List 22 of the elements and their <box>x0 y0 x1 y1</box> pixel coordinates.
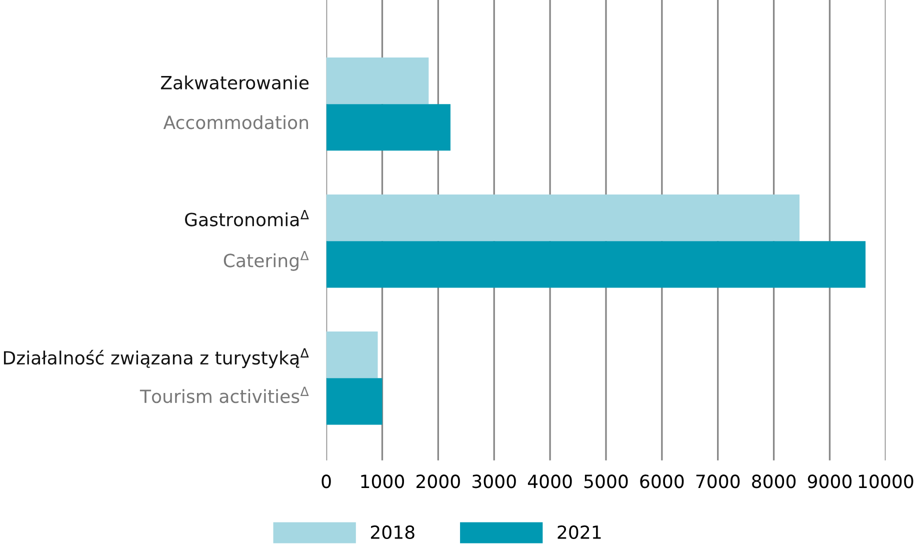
x-tick-label: 4000 <box>528 474 572 488</box>
x-tick-label: 3000 <box>472 474 516 488</box>
legend-label: 2018 <box>370 525 414 540</box>
x-tick-label: 9000 <box>808 474 852 488</box>
x-tick-label: 10000 <box>858 474 914 488</box>
bar <box>326 194 800 242</box>
bar <box>326 241 866 288</box>
category-label: Gastronomia$^{Δ}$ Catering$^{Δ}$ <box>185 210 309 271</box>
bar <box>326 332 378 378</box>
x-tick-label: 5000 <box>584 474 628 488</box>
bar <box>326 104 450 151</box>
bar <box>326 378 382 425</box>
category-label: Działalność związana z turystyką$^{Δ}$ Tourism activities$^{Δ}$ <box>4 348 309 404</box>
x-tick-label: 7000 <box>696 474 740 488</box>
legend-label: 2021 <box>558 525 601 540</box>
x-tick-label: 2000 <box>416 474 460 488</box>
x-tick-label: 0 <box>322 474 331 488</box>
category-label: Zakwaterowanie Accommodation <box>160 75 309 130</box>
x-tick-label: 6000 <box>640 474 684 488</box>
x-tick-label: 8000 <box>752 474 796 488</box>
x-tick-label: 1000 <box>361 474 404 488</box>
bar <box>326 58 429 104</box>
